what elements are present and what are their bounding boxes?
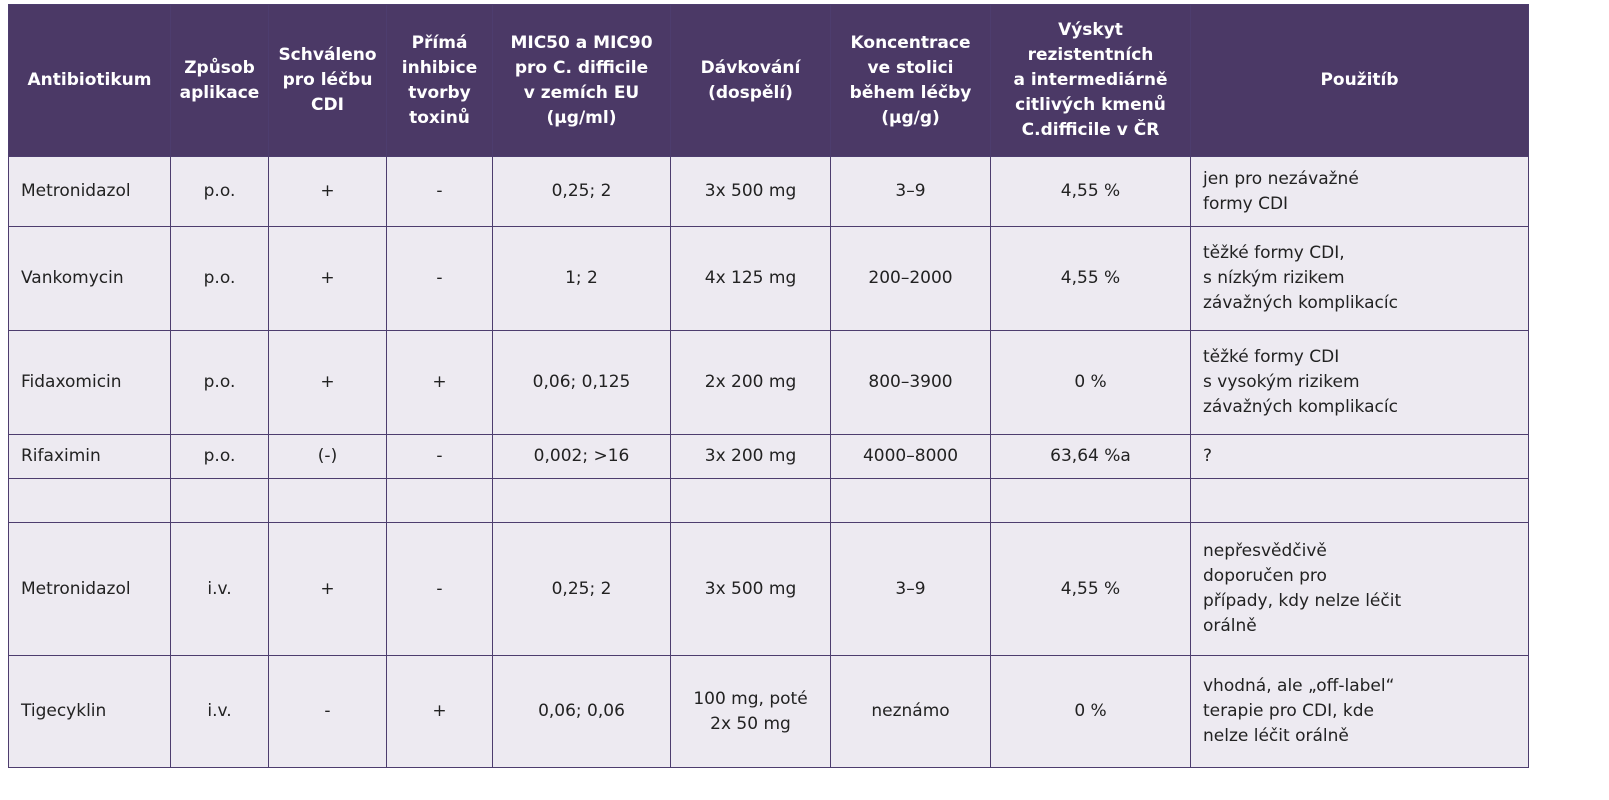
header-dosage: Dávkování (dospělí) (670, 4, 831, 157)
cell-approved: - (268, 655, 387, 768)
cell-inhibition: - (386, 434, 493, 479)
cell-antibiotic: Fidaxomicin (8, 330, 171, 435)
cell-resistance: 4,55 % (990, 226, 1191, 331)
table-row: Rifaximin p.o. (-) - 0,002; >16 3x 200 m… (8, 434, 1529, 479)
cell-resistance: 4,55 % (990, 156, 1191, 227)
cell-resistance (990, 478, 1191, 523)
cell-mic: 0,25; 2 (492, 522, 671, 656)
header-toxin-inhibition: Přímá inhibice tvorby toxinů (386, 4, 493, 157)
cell-mic: 0,06; 0,125 (492, 330, 671, 435)
cell-mic: 1; 2 (492, 226, 671, 331)
cell-inhibition (386, 478, 493, 523)
cell-antibiotic: Metronidazol (8, 522, 171, 656)
cell-concentration: 3–9 (830, 522, 991, 656)
cell-dosage: 2x 200 mg (670, 330, 831, 435)
cell-resistance: 63,64 %a (990, 434, 1191, 479)
cell-route: p.o. (170, 226, 269, 331)
cell-approved: + (268, 156, 387, 227)
cell-mic: 0,002; >16 (492, 434, 671, 479)
cell-inhibition: - (386, 156, 493, 227)
cell-antibiotic: Rifaximin (8, 434, 171, 479)
cell-inhibition: + (386, 330, 493, 435)
cell-dosage: 3x 500 mg (670, 156, 831, 227)
cell-inhibition: - (386, 226, 493, 331)
cell-mic: 0,06; 0,06 (492, 655, 671, 768)
cell-dosage: 4x 125 mg (670, 226, 831, 331)
cell-use: těžké formy CDI s vysokým rizikem závažn… (1190, 330, 1529, 435)
cell-use: jen pro nezávažné formy CDI (1190, 156, 1529, 227)
cell-approved: + (268, 226, 387, 331)
cell-dosage: 3x 500 mg (670, 522, 831, 656)
cell-antibiotic: Tigecyklin (8, 655, 171, 768)
cell-use: těžké formy CDI, s nízkým rizikem závažn… (1190, 226, 1529, 331)
table-row: Vankomycin p.o. + - 1; 2 4x 125 mg 200–2… (8, 226, 1529, 331)
cell-approved: (-) (268, 434, 387, 479)
cell-approved (268, 478, 387, 523)
table-row: Metronidazol p.o. + - 0,25; 2 3x 500 mg … (8, 156, 1529, 227)
cell-antibiotic (8, 478, 171, 523)
cell-approved: + (268, 330, 387, 435)
cell-antibiotic: Vankomycin (8, 226, 171, 331)
cell-concentration: 200–2000 (830, 226, 991, 331)
cell-route: i.v. (170, 655, 269, 768)
cell-route: i.v. (170, 522, 269, 656)
cell-resistance: 0 % (990, 655, 1191, 768)
table-row-empty (8, 478, 1529, 523)
cell-use (1190, 478, 1529, 523)
header-antibiotic: Antibiotikum (8, 4, 171, 157)
header-stool-concentration: Koncentrace ve stolici během léčby (µg/g… (830, 4, 991, 157)
cell-resistance: 4,55 % (990, 522, 1191, 656)
cell-use: vhodná, ale „off-label“ terapie pro CDI,… (1190, 655, 1529, 768)
cell-dosage: 100 mg, poté 2x 50 mg (670, 655, 831, 768)
cell-mic (492, 478, 671, 523)
cell-concentration: 800–3900 (830, 330, 991, 435)
cell-dosage (670, 478, 831, 523)
header-use: Použitíb (1190, 4, 1529, 157)
header-row: Antibiotikum Způsob aplikace Schváleno p… (8, 4, 1529, 157)
cell-route: p.o. (170, 434, 269, 479)
header-resistance: Výskyt rezistentních a intermediárně cit… (990, 4, 1191, 157)
cell-use: nepřesvědčivě doporučen pro případy, kdy… (1190, 522, 1529, 656)
table-row: Fidaxomicin p.o. + + 0,06; 0,125 2x 200 … (8, 330, 1529, 435)
cell-approved: + (268, 522, 387, 656)
cell-use: ? (1190, 434, 1529, 479)
header-route: Způsob aplikace (170, 4, 269, 157)
table-row: Tigecyklin i.v. - + 0,06; 0,06 100 mg, p… (8, 655, 1529, 768)
table-row: Metronidazol i.v. + - 0,25; 2 3x 500 mg … (8, 522, 1529, 656)
cell-route: p.o. (170, 330, 269, 435)
cell-inhibition: - (386, 522, 493, 656)
antibiotics-table: Antibiotikum Způsob aplikace Schváleno p… (8, 4, 1529, 768)
cell-concentration: neznámo (830, 655, 991, 768)
cell-concentration (830, 478, 991, 523)
cell-concentration: 4000–8000 (830, 434, 991, 479)
header-approved: Schváleno pro léčbu CDI (268, 4, 387, 157)
cell-inhibition: + (386, 655, 493, 768)
cell-concentration: 3–9 (830, 156, 991, 227)
cell-resistance: 0 % (990, 330, 1191, 435)
cell-route: p.o. (170, 156, 269, 227)
header-mic: MIC50 a MIC90 pro C. difficile v zemích … (492, 4, 671, 157)
cell-dosage: 3x 200 mg (670, 434, 831, 479)
cell-route (170, 478, 269, 523)
cell-mic: 0,25; 2 (492, 156, 671, 227)
cell-antibiotic: Metronidazol (8, 156, 171, 227)
